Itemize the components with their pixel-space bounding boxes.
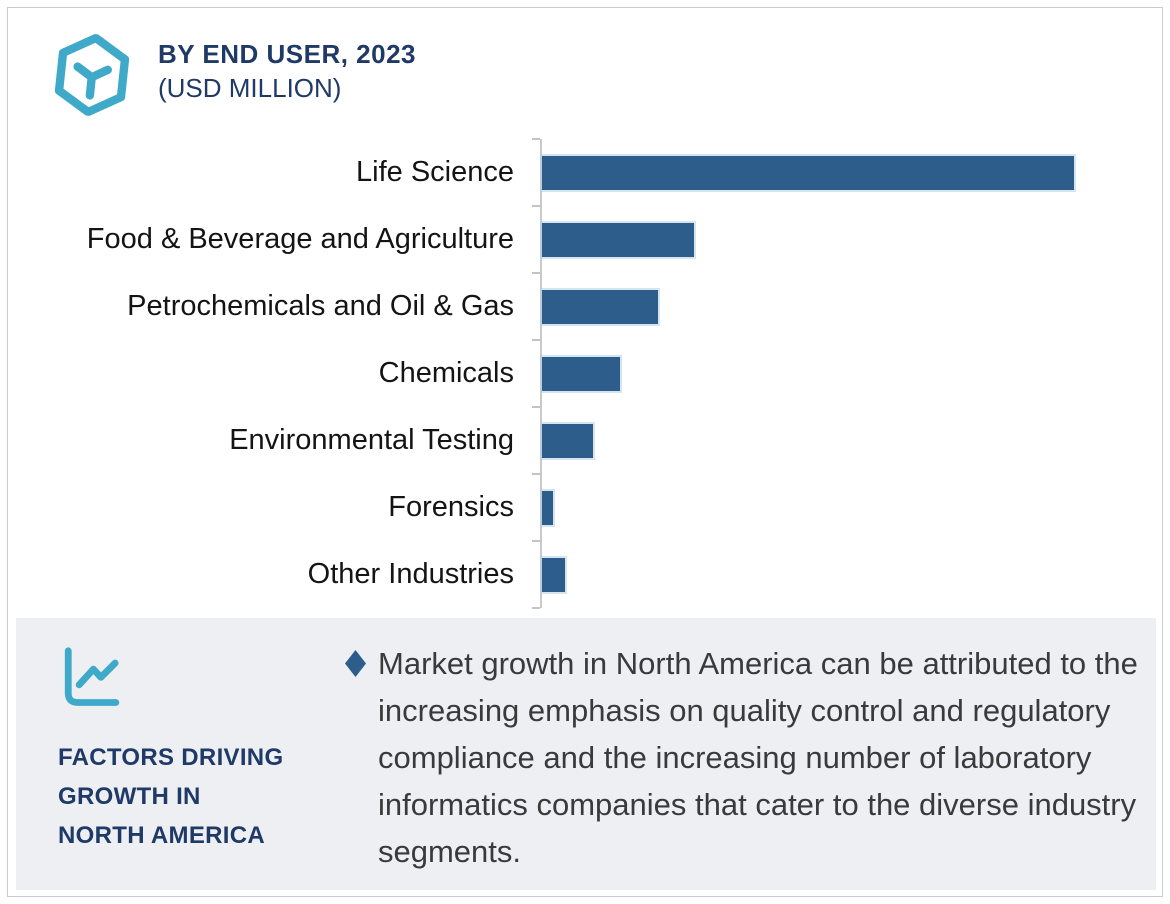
category-label: Petrochemicals and Oil & Gas: [127, 290, 514, 322]
bar-track: [532, 272, 1140, 340]
panel-caption-line2: GROWTH IN: [58, 783, 201, 810]
bar: [540, 220, 696, 259]
axis-tick: [532, 138, 540, 140]
bar-row: Life Science: [0, 138, 1140, 206]
category-label: Life Science: [356, 156, 514, 188]
axis-tick: [532, 205, 540, 207]
bar-track: [532, 205, 1140, 273]
axis-tick: [532, 607, 540, 609]
axis-tick: [532, 339, 540, 341]
axis-tick: [532, 272, 540, 274]
header: BY END USER, 2023 (USD MILLION): [54, 33, 416, 117]
panel-caption-line3: NORTH AMERICA: [58, 822, 265, 849]
category-label: Chemicals: [378, 357, 514, 389]
bar-track: [532, 339, 1140, 407]
chart-title: BY END USER, 2023 (USD MILLION): [158, 34, 416, 104]
bar-row: Chemicals: [0, 339, 1140, 407]
bar-track: [532, 406, 1140, 474]
chart-title-line1: BY END USER, 2023: [158, 39, 417, 69]
bar-row: Other Industries: [0, 540, 1140, 609]
axis-tick: [532, 540, 540, 542]
panel-caption-line1: FACTORS DRIVING: [58, 744, 284, 771]
chart-title-line2: (USD MILLION): [158, 73, 342, 103]
bar: [540, 421, 595, 460]
bar: [540, 555, 567, 594]
bar-row: Forensics: [0, 473, 1140, 541]
bar-chart: Life Science Food & Beverage and Agricult…: [0, 138, 1140, 609]
bar: [540, 354, 622, 393]
bar: [540, 488, 555, 527]
bar: [540, 287, 660, 326]
panel-caption: FACTORS DRIVING GROWTH IN NORTH AMERICA: [58, 738, 358, 855]
bar-track: [532, 473, 1140, 541]
bar-track: [532, 540, 1140, 609]
factors-panel: FACTORS DRIVING GROWTH IN NORTH AMERICA …: [16, 618, 1156, 890]
bar-row: Food & Beverage and Agriculture: [0, 205, 1140, 273]
diamond-bullet-icon: [345, 650, 366, 677]
bar-track: [532, 138, 1140, 206]
line-chart-icon: [64, 647, 120, 706]
bar-row: Petrochemicals and Oil & Gas: [0, 272, 1140, 340]
bullet-text: Market growth in North America can be at…: [378, 646, 1138, 869]
hexagon-molecule-icon: [54, 33, 130, 117]
category-label: Other Industries: [307, 558, 514, 590]
bar: [540, 153, 1076, 192]
axis-tick: [532, 406, 540, 408]
bullet-item: Market growth in North America can be at…: [345, 640, 1148, 875]
bar-rows: Life Science Food & Beverage and Agricult…: [0, 138, 1140, 609]
category-label: Food & Beverage and Agriculture: [86, 223, 514, 255]
bar-row: Environmental Testing: [0, 406, 1140, 474]
axis-tick: [532, 473, 540, 475]
category-label: Forensics: [388, 491, 514, 523]
category-label: Environmental Testing: [229, 424, 514, 456]
